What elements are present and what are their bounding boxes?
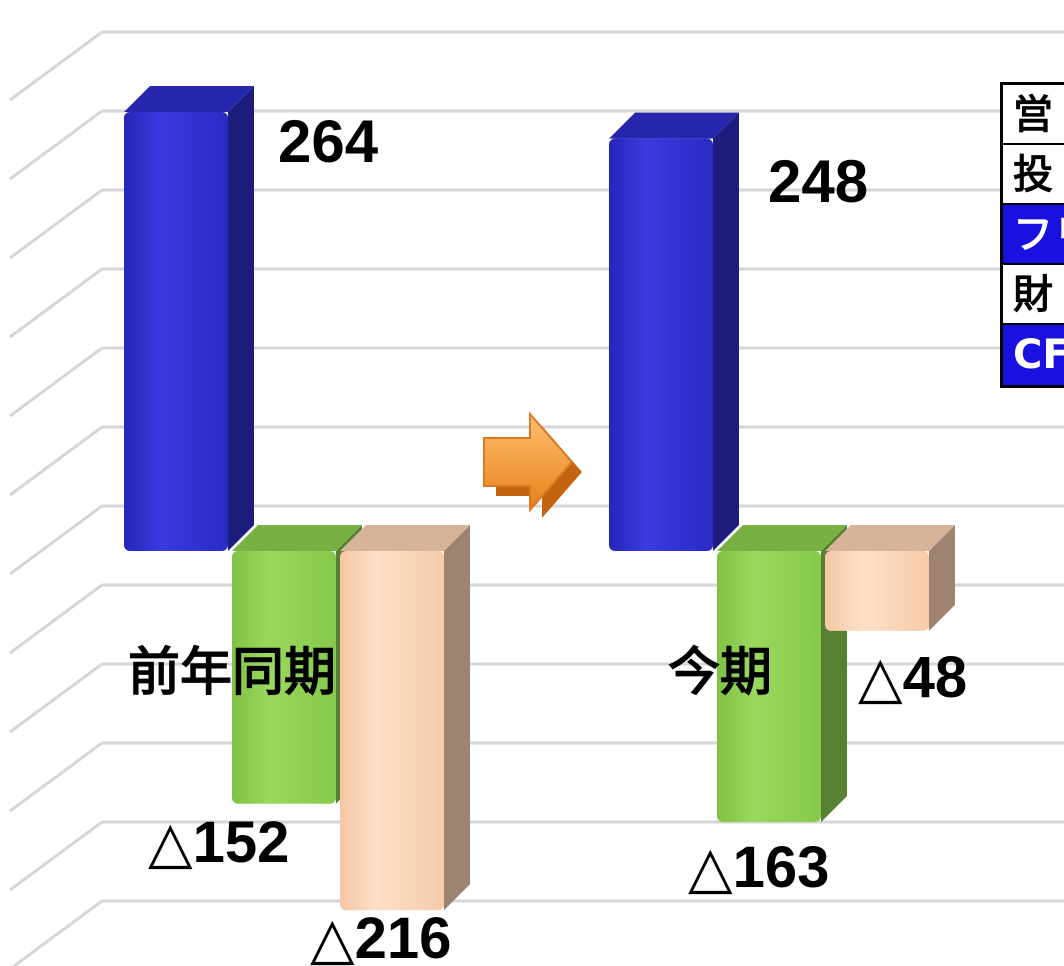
gridline-depth [9, 820, 103, 892]
data-label-free-prior: △216 [310, 906, 451, 966]
bars [124, 85, 955, 911]
data-label-investing-current: △163 [688, 835, 829, 900]
gridline-depth [9, 583, 103, 655]
gridline-depth [9, 662, 103, 734]
gridline-depth [9, 30, 103, 102]
legend-row-operating: 営 [1003, 85, 1064, 145]
category-labels: 前年同期 今期 [128, 643, 772, 703]
category-label-prior: 前年同期 [128, 643, 336, 703]
legend-row-financing: 財 [1003, 265, 1064, 325]
legend-row-investing: 投 [1003, 145, 1064, 205]
arrow-icon [483, 411, 582, 518]
gridlines [9, 30, 1064, 966]
gridline-depth [11, 899, 103, 966]
gridline-depth [9, 504, 103, 576]
bar-free-current [825, 525, 955, 631]
data-label-operating-current: 248 [768, 148, 868, 215]
data-label-investing-prior: △152 [148, 810, 289, 875]
data-labels: 264 248 △152 △163 △216 △48 [148, 108, 967, 966]
gridline-depth [9, 267, 103, 339]
bar-free-prior [340, 525, 470, 911]
gridline-depth [9, 741, 103, 813]
bar-operating-prior [124, 85, 254, 551]
data-label-operating-prior: 264 [278, 108, 379, 175]
legend-row-cf: CF [1003, 325, 1064, 385]
bar-operating-current [609, 112, 739, 552]
gridline-depth [9, 346, 103, 418]
data-label-free-current: △48 [858, 645, 967, 710]
gridline-depth [9, 425, 103, 497]
gridline-depth [9, 188, 103, 260]
gridline-depth [9, 109, 103, 181]
legend-table: 営 投 フリ 財 CF [1000, 82, 1064, 388]
legend-row-free-cf: フリ [1003, 205, 1064, 265]
category-label-current: 今期 [668, 643, 772, 703]
